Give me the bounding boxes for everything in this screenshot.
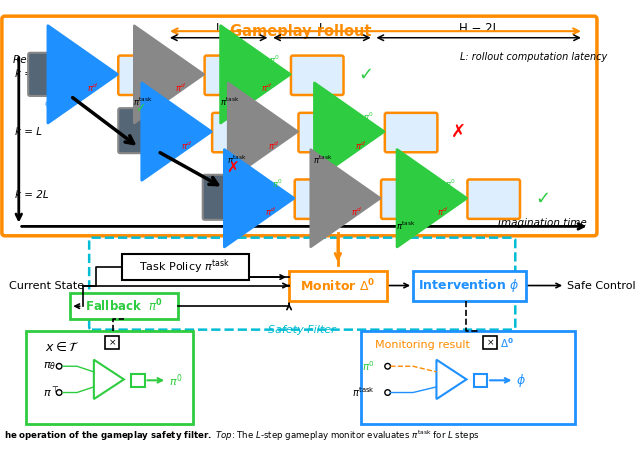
Text: $\mathbf{he\ operation\ of\ the\ gameplay\ safety\ filter.}$ $Top$: The $L$-step: $\mathbf{he\ operation\ of\ the\ gamepla… [4,429,479,443]
Bar [362,331,575,425]
FancyBboxPatch shape [212,113,265,152]
FancyBboxPatch shape [294,179,348,219]
FancyBboxPatch shape [205,56,257,95]
Text: $\pi^{\mathrm{task}}$: $\pi^{\mathrm{task}}$ [396,220,415,232]
Text: Monitoring result: Monitoring result [376,340,470,350]
Bar [122,253,249,280]
Text: $\pi^d$: $\pi^d$ [355,139,366,152]
Text: $\pi^0$: $\pi^0$ [269,53,280,66]
Text: $\pi^{\mathrm{task}}$: $\pi^{\mathrm{task}}$ [227,153,246,166]
FancyBboxPatch shape [118,108,177,153]
Text: $\pi^\top$: $\pi^\top$ [43,385,60,399]
Text: k = L: k = L [15,126,42,137]
FancyBboxPatch shape [203,175,261,220]
Text: $\pi^d$: $\pi^d$ [351,206,362,218]
Text: $\pi^{\mathrm{task}}$: $\pi^{\mathrm{task}}$ [132,96,152,108]
FancyBboxPatch shape [291,56,344,95]
FancyBboxPatch shape [467,179,520,219]
Text: $\pi^d$: $\pi^d$ [87,82,99,94]
Text: Intervention $\phi$: Intervention $\phi$ [419,277,520,294]
FancyBboxPatch shape [385,113,437,152]
Text: ✓: ✓ [136,103,146,116]
Text: Monitor $\Delta^{\mathbf{0}}$: Monitor $\Delta^{\mathbf{0}}$ [300,277,376,294]
Text: Safety Filter: Safety Filter [268,325,336,335]
Text: ✓: ✓ [535,189,550,207]
Bar [289,271,387,300]
Text: $\times$: $\times$ [108,338,116,347]
Text: $\pi_\theta$: $\pi_\theta$ [43,360,56,372]
Text: L: L [216,22,222,35]
Text: $\pi^0$: $\pi^0$ [169,372,182,389]
Bar [26,331,193,425]
Text: $\pi^d$: $\pi^d$ [265,206,276,218]
Text: $\pi^0$: $\pi^0$ [273,177,284,190]
Text: H − 2L: H − 2L [459,22,499,35]
Text: ✗: ✗ [227,161,239,176]
Bar [70,293,179,319]
Text: $\Delta^{\mathbf{0}}$: $\Delta^{\mathbf{0}}$ [500,336,514,350]
Text: L: rollout computation latency: L: rollout computation latency [460,52,607,61]
Text: $\pi^{\mathrm{task}}$: $\pi^{\mathrm{task}}$ [313,153,333,166]
Text: $\pi^{\mathrm{task}}$: $\pi^{\mathrm{task}}$ [220,96,240,108]
Text: ✗: ✗ [451,123,465,140]
Text: $\phi$: $\phi$ [516,372,526,389]
Bar [0,233,601,451]
FancyBboxPatch shape [298,113,351,152]
Text: k = 0: k = 0 [15,69,43,80]
FancyBboxPatch shape [2,16,597,236]
Text: $\times$: $\times$ [486,338,494,347]
Text: $x \in \mathcal{T}$: $x \in \mathcal{T}$ [45,340,79,354]
FancyBboxPatch shape [28,53,84,96]
Text: Task Policy $\pi^{\mathrm{task}}$: Task Policy $\pi^{\mathrm{task}}$ [140,258,230,276]
Bar [474,374,487,387]
Text: $\pi^d$: $\pi^d$ [175,82,186,94]
Text: Real time: Real time [13,55,63,65]
Text: L: L [319,22,325,35]
Text: Gameplay rollout: Gameplay rollout [230,24,371,39]
Text: $\pi^d$: $\pi^d$ [437,206,449,218]
FancyBboxPatch shape [381,179,434,219]
Text: k = 2L: k = 2L [15,191,49,200]
Text: ✓: ✓ [358,66,374,83]
Text: Safe Control: Safe Control [567,280,636,291]
Bar [131,374,145,387]
Text: $\pi^d$: $\pi^d$ [261,82,272,94]
Bar [413,271,525,300]
Text: $\pi^{\mathrm{task}}$: $\pi^{\mathrm{task}}$ [352,385,374,399]
Bar [105,336,119,349]
Text: $\pi^0$: $\pi^0$ [445,177,456,190]
Text: $\pi^d$: $\pi^d$ [268,139,280,152]
FancyBboxPatch shape [118,56,171,95]
Text: $\pi^0$: $\pi^0$ [362,111,373,123]
Bar [483,336,497,349]
Text: $\pi^d$: $\pi^d$ [181,139,193,152]
Text: Current State: Current State [10,280,84,291]
Text: $\pi^0$: $\pi^0$ [362,359,374,373]
Text: $\phi^{\mathrm{prev}}$: $\phi^{\mathrm{prev}}$ [44,97,67,111]
Text: Fallback  $\pi^{\mathbf{0}}$: Fallback $\pi^{\mathbf{0}}$ [84,298,163,314]
Text: Imagination time: Imagination time [498,218,587,228]
